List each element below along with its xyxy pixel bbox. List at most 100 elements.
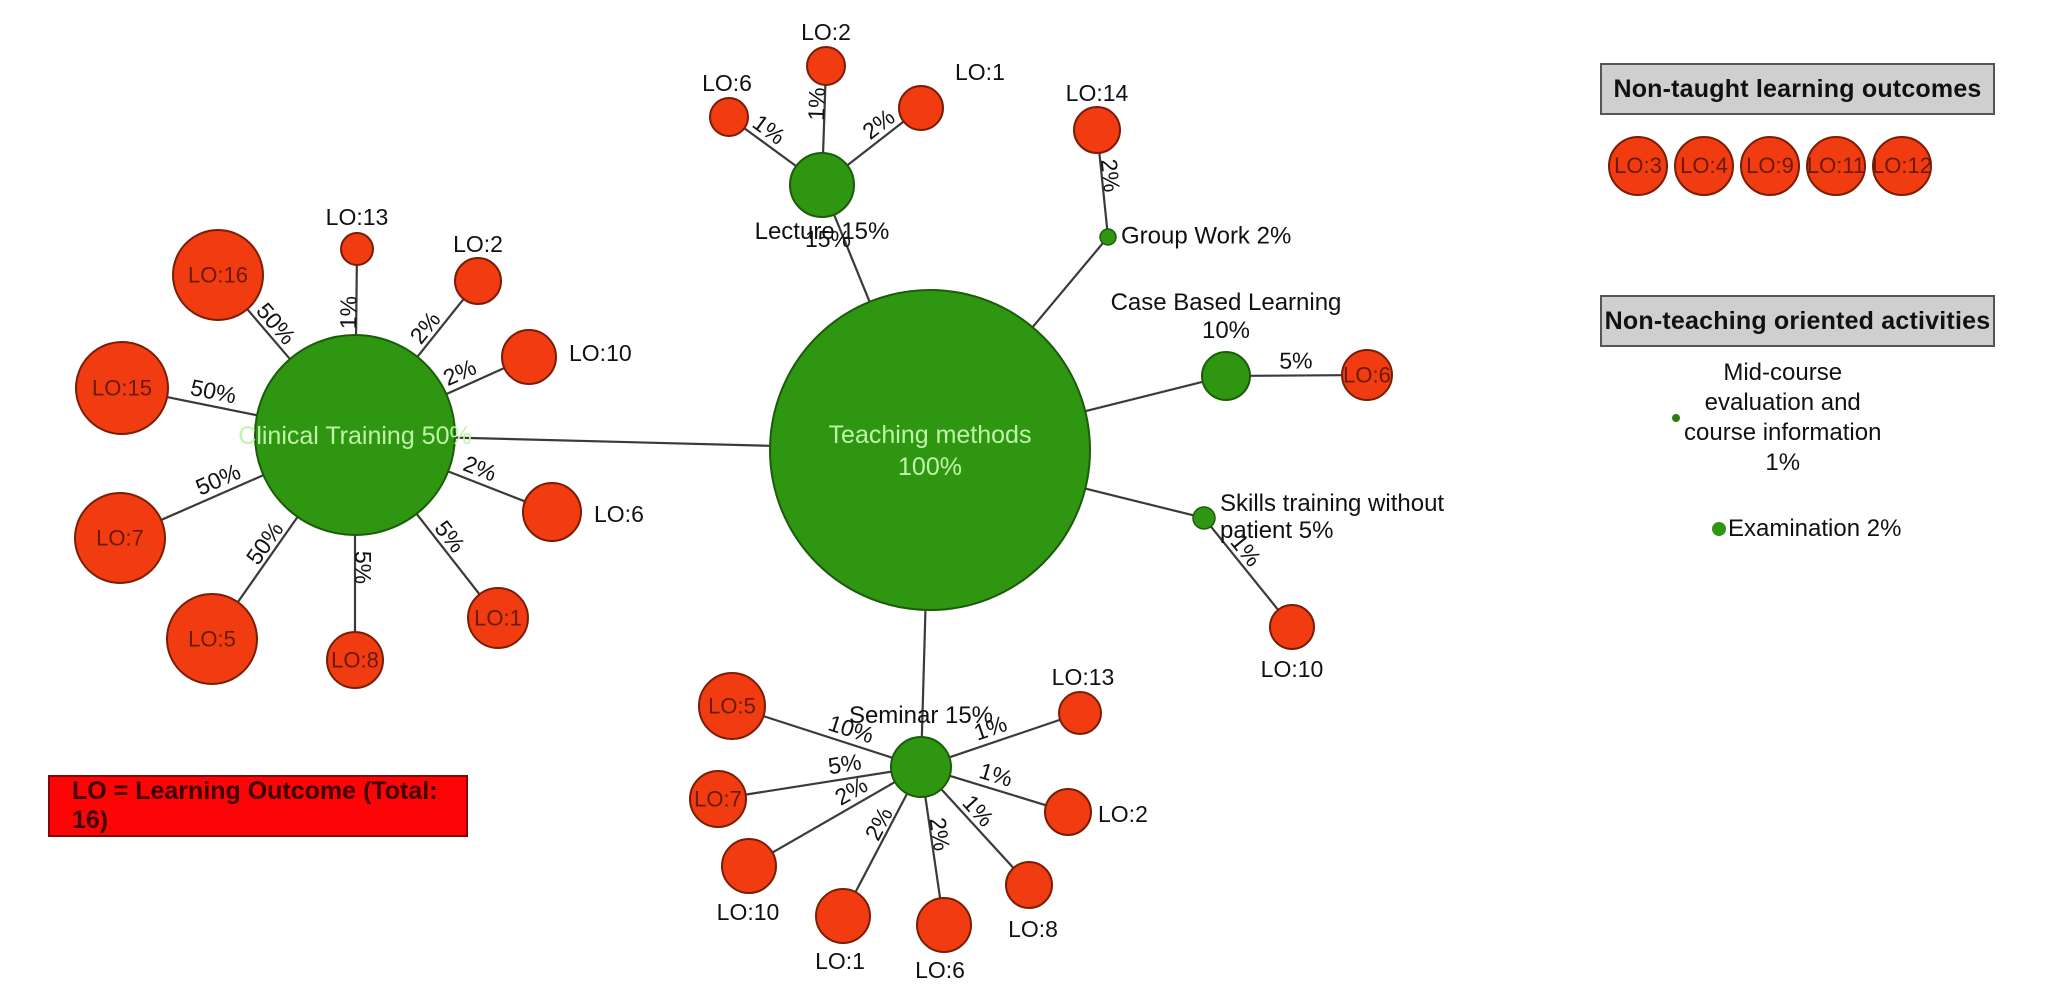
teaching-method-node-skills-training[interactable] xyxy=(1192,506,1216,530)
non-taught-learning-outcomes-header: Non-taught learning outcomes xyxy=(1600,63,1995,115)
teaching-method-node-seminar[interactable] xyxy=(890,736,952,798)
learning-outcome-node[interactable] xyxy=(1044,788,1092,836)
edge-percent-label: 2% xyxy=(405,306,446,348)
edge-clinical-training-to-lo7 xyxy=(160,474,264,521)
learning-outcome-label: LO:10 xyxy=(569,340,632,366)
teaching-method-node-group-work[interactable] xyxy=(1099,228,1117,246)
green-dot-icon xyxy=(1672,414,1680,422)
green-dot-icon xyxy=(1712,522,1726,536)
learning-outcome-node[interactable] xyxy=(1341,349,1393,401)
learning-outcome-node[interactable] xyxy=(916,897,972,953)
edge-lecture-to-lo2 xyxy=(821,84,827,154)
teaching-method-node-teaching-methods[interactable] xyxy=(769,289,1091,611)
edge-teaching-methods-to-skills-training xyxy=(1085,487,1194,517)
edge-clinical-training-to-lo2 xyxy=(416,298,465,358)
activity-label-examination: Examination 2% xyxy=(1728,515,1902,542)
edge-percent-label: 50% xyxy=(241,517,289,570)
nodes-layer xyxy=(74,46,1393,953)
non-teaching-title: Non-teaching oriented activities xyxy=(1604,306,1991,335)
learning-outcome-label: LO:7 xyxy=(694,787,742,812)
learning-outcome-node[interactable] xyxy=(815,888,871,944)
learning-outcome-label: LO:6 xyxy=(702,70,752,96)
edge-skills-training-to-lo10 xyxy=(1210,525,1280,611)
edge-seminar-to-lo8 xyxy=(940,788,1015,869)
teaching-method-label-case-based-learning: Case Based Learning xyxy=(1111,289,1342,316)
edge-percent-labels-layer: 15%50% 1% 2%2%50%2%50%5%50% 5%1%1% 2%2%5%1%1… xyxy=(188,87,1312,853)
learning-outcome-label: LO:8 xyxy=(1008,916,1058,942)
learning-outcome-node[interactable] xyxy=(467,587,529,649)
learning-outcome-node[interactable] xyxy=(75,341,169,435)
edge-percent-label: 5% xyxy=(350,551,376,584)
edge-teaching-methods-to-seminar xyxy=(920,609,927,738)
edge-percent-label: 5% xyxy=(826,748,863,779)
edge-clinical-training-to-lo15 xyxy=(166,396,258,417)
learning-outcome-label: LO:7 xyxy=(96,526,144,551)
edges-layer xyxy=(160,84,1343,899)
learning-outcome-node[interactable] xyxy=(806,46,846,86)
teaching-method-label-skills-training: patient 5% xyxy=(1220,517,1333,544)
learning-outcome-node[interactable] xyxy=(1005,861,1053,909)
learning-outcome-label: LO:1 xyxy=(955,59,1005,85)
activity-label-mid-course-evaluation: Mid-course evaluation and course informa… xyxy=(1684,359,1882,476)
learning-outcome-node[interactable] xyxy=(689,770,747,828)
non-taught-title: Non-taught learning outcomes xyxy=(1613,74,1982,103)
learning-outcome-node[interactable] xyxy=(1269,604,1315,650)
edge-lecture-to-lo6 xyxy=(743,127,797,168)
teaching-method-node-case-based-learning[interactable] xyxy=(1201,351,1251,401)
non-taught-outcome-circle[interactable]: LO:11 xyxy=(1806,136,1866,196)
learning-outcome-node[interactable] xyxy=(166,593,258,685)
non-taught-outcome-circle[interactable]: LO:12 xyxy=(1872,136,1932,196)
learning-outcome-node[interactable] xyxy=(454,257,502,305)
edge-lecture-to-lo1 xyxy=(846,120,905,167)
edge-percent-label: 2% xyxy=(460,450,500,486)
teaching-method-label-teaching-methods: Teaching methods xyxy=(829,421,1032,449)
edge-percent-label: 2% xyxy=(857,103,899,144)
edge-percent-label: 1% xyxy=(748,109,790,150)
learning-outcome-node[interactable] xyxy=(501,329,557,385)
learning-outcome-node[interactable] xyxy=(340,232,374,266)
non-taught-outcome-circle[interactable]: LO:4 xyxy=(1674,136,1734,196)
learning-outcome-node[interactable] xyxy=(1058,691,1102,735)
learning-outcome-node[interactable] xyxy=(1073,106,1121,154)
edge-seminar-to-lo5 xyxy=(763,715,893,759)
learning-outcome-label: LO:16 xyxy=(188,263,248,288)
edge-group-work-to-lo14 xyxy=(1098,152,1109,230)
learning-outcome-node[interactable] xyxy=(698,672,766,740)
learning-outcome-node[interactable] xyxy=(172,229,264,321)
learning-outcome-label: LO:2 xyxy=(453,231,503,257)
edge-clinical-training-to-lo16 xyxy=(246,308,291,360)
learning-outcome-node[interactable] xyxy=(721,838,777,894)
edge-percent-label: 1% xyxy=(335,296,361,330)
learning-outcome-node[interactable] xyxy=(522,482,582,542)
edge-percent-label: 2% xyxy=(859,803,897,845)
teaching-method-label-case-based-learning: 10% xyxy=(1202,317,1250,344)
teaching-method-label-teaching-methods: 100% xyxy=(898,453,962,481)
non-taught-outcome-circles: LO:3 LO:4 LO:9 LO:11 LO:12 xyxy=(1608,136,1932,196)
teaching-method-label-clinical-training: Clinical Training 50% xyxy=(238,422,471,450)
edge-seminar-to-lo7 xyxy=(745,770,892,796)
teaching-method-node-lecture[interactable] xyxy=(789,152,855,218)
edge-teaching-methods-to-group-work xyxy=(1031,242,1104,328)
teaching-method-label-lecture: Lecture 15% xyxy=(755,218,890,245)
edge-percent-label: 2% xyxy=(439,354,480,391)
edge-clinical-training-to-lo13 xyxy=(354,264,358,336)
edge-percent-label: 5% xyxy=(430,515,471,557)
learning-outcome-node[interactable] xyxy=(709,97,749,137)
teaching-method-node-clinical-training[interactable] xyxy=(254,334,456,536)
edge-clinical-training-to-lo1 xyxy=(415,513,481,596)
non-taught-outcome-circle[interactable]: LO:9 xyxy=(1740,136,1800,196)
learning-outcome-label: LO:8 xyxy=(331,648,379,673)
learning-outcome-node[interactable] xyxy=(898,85,944,131)
edge-teaching-methods-to-case-based-learning xyxy=(1084,380,1203,413)
edge-case-based-learning-to-lo6 xyxy=(1249,374,1343,377)
learning-outcome-node[interactable] xyxy=(326,631,384,689)
teaching-method-label-skills-training: Skills training without xyxy=(1220,490,1444,517)
learning-outcome-node[interactable] xyxy=(74,492,166,584)
learning-outcome-label: LO:15 xyxy=(92,376,152,401)
learning-outcome-label: LO:14 xyxy=(1066,80,1129,106)
non-taught-outcome-circle[interactable]: LO:3 xyxy=(1608,136,1668,196)
node-labels-layer: LO:16 LO:13 LO:2 LO:10 LO:15 LO:6 LO:7 LO:1 LO:5… xyxy=(92,19,1444,983)
edge-percent-label: 2% xyxy=(1096,158,1125,194)
learning-outcome-label: LO:1 xyxy=(474,606,522,631)
